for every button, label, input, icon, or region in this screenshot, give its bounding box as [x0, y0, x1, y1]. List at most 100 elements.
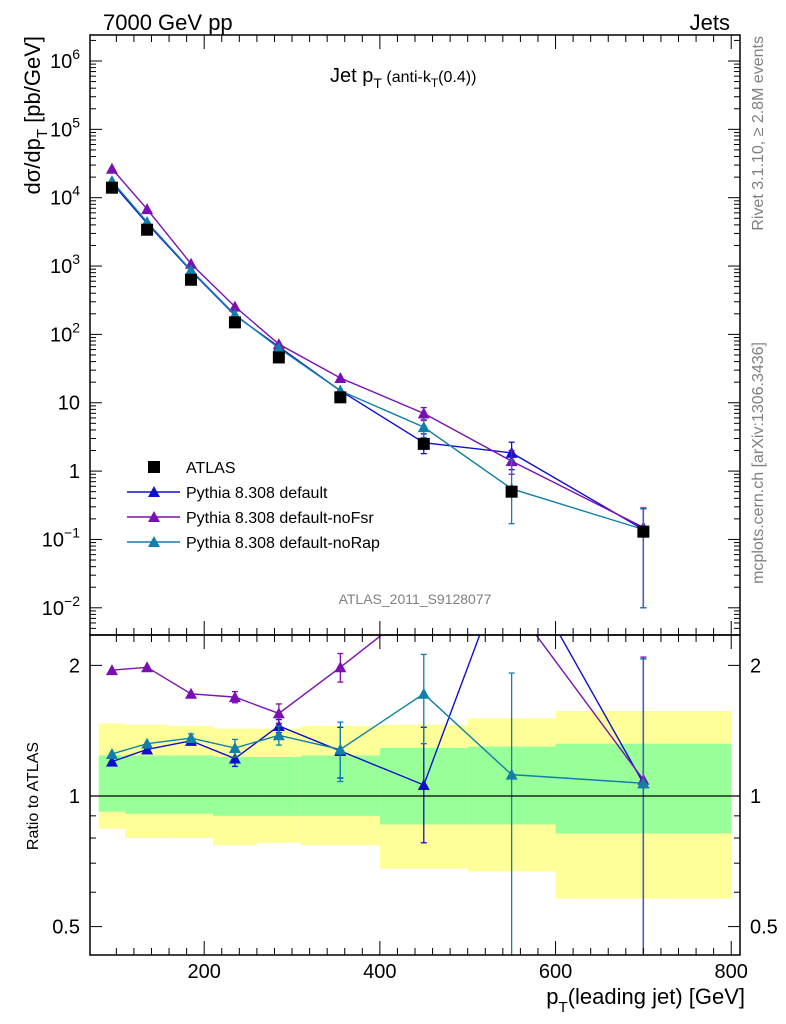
atlas-data-point [417, 437, 430, 450]
legend-label: Pythia 8.308 default-noFsr [186, 510, 374, 527]
legend-marker [148, 536, 160, 547]
main-y-axis-label-main: dσ/dp [20, 138, 45, 194]
main-y-axis-label: dσ/dpT [pb/GeV] [20, 36, 51, 195]
main-y-tick-label: 103 [50, 251, 80, 278]
main-y-tick-base: 10 [50, 324, 72, 346]
atlas-data-point [637, 525, 650, 538]
main-point-1 [141, 203, 154, 215]
main-y-tick-base: 10 [42, 529, 64, 551]
main-y-tick-label: 10−1 [42, 524, 80, 551]
ratio-point-0 [228, 752, 241, 764]
ratio-point-1 [185, 687, 198, 699]
legend-marker-atlas [148, 461, 160, 473]
legend-label: Pythia 8.308 default-noRap [186, 535, 380, 552]
main-y-tick-base: 1 [69, 461, 80, 483]
ratio-point-2 [505, 768, 518, 780]
x-tick-label: 600 [539, 961, 572, 983]
main-series [105, 162, 650, 609]
atlas-data-point [272, 351, 285, 364]
main-point-2 [417, 421, 430, 433]
header-right-label: Jets [690, 10, 730, 35]
chart-title-sub2: T [431, 76, 439, 90]
legend-label: ATLAS [186, 460, 236, 477]
analysis-watermark: ATLAS_2011_S9128077 [339, 591, 492, 607]
main-y-tick-base: 10 [50, 51, 72, 73]
chart-title-sub: T [373, 75, 382, 91]
main-y-tick-exp: 3 [72, 251, 80, 267]
main-y-tick-base: 10 [42, 598, 64, 620]
x-axis-label-sub: T [559, 999, 568, 1016]
ratio-point-1 [141, 661, 154, 673]
ratio-point-2 [141, 737, 154, 749]
ratio-point-2 [228, 742, 241, 754]
main-y-tick-label: 1 [69, 461, 80, 483]
ratio-axes: 2 2 1 1 0.5 0.5 200 400 600 800 [52, 635, 778, 983]
main-y-axis-label-sub: T [34, 129, 51, 138]
ratio-point-1 [272, 707, 285, 719]
ratio-y-tick-label-right: 2 [750, 655, 761, 677]
atlas-data-point [505, 485, 518, 498]
ratio-point-2 [417, 687, 430, 699]
main-point-1 [334, 372, 347, 384]
ratio-point-2 [272, 729, 285, 741]
ratio-series [105, 635, 650, 955]
ratio-point-2 [185, 732, 198, 744]
legend: ATLAS Pythia 8.308 default Pythia 8.308 de… [127, 460, 380, 552]
ratio-point-1 [105, 664, 118, 676]
main-y-tick-base: 10 [50, 119, 72, 141]
ratio-y-axis-label: Ratio to ATLAS [25, 742, 42, 850]
ratio-point-2 [105, 747, 118, 759]
main-point-1 [105, 162, 118, 174]
ratio-point-0 [417, 779, 430, 791]
main-y-tick-base: 10 [58, 393, 80, 415]
atlas-data-point [185, 273, 198, 286]
side-bottom-label: mcplots.cern.ch [arXiv:1306.3436] [750, 342, 767, 584]
main-point-1 [417, 407, 430, 419]
ratio-point-0 [105, 755, 118, 767]
main-y-tick-exp: −2 [64, 593, 80, 609]
atlas-data-point [228, 316, 241, 329]
main-y-tick-label: 102 [50, 319, 80, 346]
ratio-band-inner [125, 755, 170, 814]
main-y-tick-label: 105 [50, 114, 80, 141]
ratio-y-tick-label-right: 1 [750, 786, 761, 808]
chart-title-main: Jet p [330, 65, 373, 87]
x-tick-label: 400 [363, 961, 396, 983]
main-y-tick-label: 104 [50, 183, 80, 210]
ratio-y-tick-label-left: 2 [69, 655, 80, 677]
main-line-0 [111, 182, 644, 531]
x-tick-label: 200 [188, 961, 221, 983]
ratio-point-2 [637, 777, 650, 789]
ratio-point-1 [334, 661, 347, 673]
atlas-data-point [141, 223, 154, 236]
chart-title-end: (0.4)) [438, 69, 476, 86]
x-axis-label-end: (leading jet) [GeV] [568, 984, 745, 1009]
legend-label: Pythia 8.308 default [186, 485, 328, 502]
main-y-tick-label: 106 [50, 46, 80, 73]
main-y-tick-exp: 2 [72, 319, 80, 335]
main-point-2 [185, 264, 198, 276]
legend-marker [148, 511, 160, 522]
main-y-tick-exp: 5 [72, 114, 80, 130]
x-axis-label-main: p [546, 984, 558, 1009]
ratio-y-tick-label-left: 0.5 [52, 917, 80, 939]
x-axis-label: pT(leading jet) [GeV] [546, 984, 745, 1016]
main-y-tick-exp: 4 [72, 183, 80, 199]
legend-marker [148, 486, 160, 497]
ratio-y-tick-label-right: 0.5 [750, 917, 778, 939]
main-y-tick-exp: −1 [64, 524, 80, 540]
ratio-point-0 [141, 743, 154, 755]
main-line-2 [111, 180, 644, 531]
x-tick-label: 800 [715, 961, 748, 983]
main-y-axis-label-end: [pb/GeV] [20, 36, 45, 129]
ratio-y-tick-label-left: 1 [69, 786, 80, 808]
main-y-tick-label: 10 [58, 393, 80, 415]
main-point-2 [272, 342, 285, 354]
ratio-point-2 [334, 743, 347, 755]
main-y-tick-exp: 6 [72, 46, 80, 62]
main-y-tick-label: 10−2 [42, 593, 80, 620]
ratio-band-inner [169, 755, 213, 814]
ratio-point-1 [228, 691, 241, 703]
